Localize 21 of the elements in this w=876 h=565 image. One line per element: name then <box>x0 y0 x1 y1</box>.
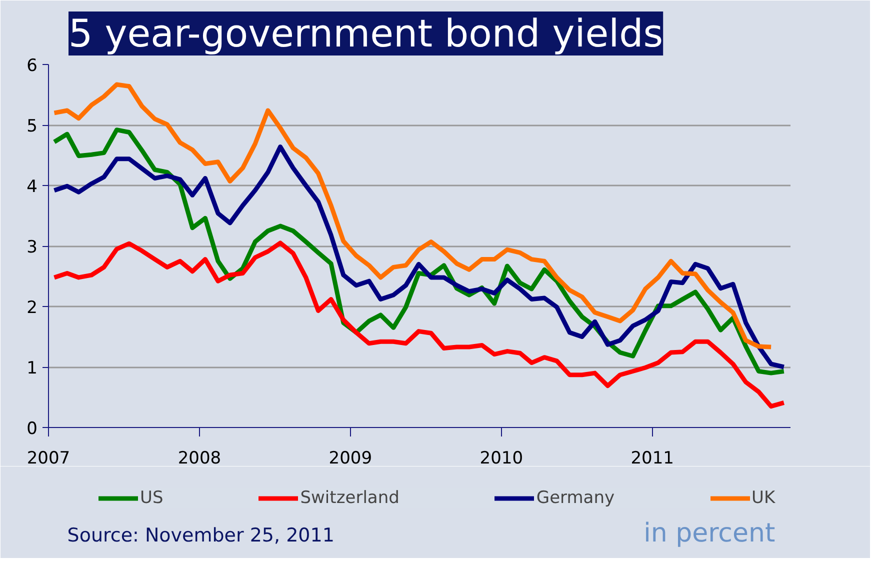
x-tick-label: 2010 <box>480 448 524 468</box>
y-tick-label: 1 <box>26 358 38 378</box>
x-tick-label: 2011 <box>630 448 674 468</box>
y-tick-label: 3 <box>26 238 38 258</box>
x-tick-label: 2007 <box>26 448 70 468</box>
source-note: Source: November 25, 2011 <box>67 524 334 546</box>
y-tick-label: 5 <box>26 116 38 136</box>
legend-label: US <box>140 488 164 508</box>
x-tick-label: 2009 <box>328 448 372 468</box>
y-tick-label: 0 <box>26 419 38 439</box>
x-tick-label: 2008 <box>178 448 222 468</box>
y-tick-label: 6 <box>26 56 38 76</box>
y-tick-label: 4 <box>26 177 38 197</box>
y-tick-label: 2 <box>26 298 38 318</box>
legend-label: Germany <box>536 488 615 508</box>
chart-title: 5 year-government bond yields <box>68 12 664 56</box>
legend-label: UK <box>752 488 776 508</box>
line-series <box>52 82 774 350</box>
line-series <box>52 240 786 409</box>
legend-label: Switzerland <box>300 488 400 508</box>
text: in percent <box>644 518 776 548</box>
